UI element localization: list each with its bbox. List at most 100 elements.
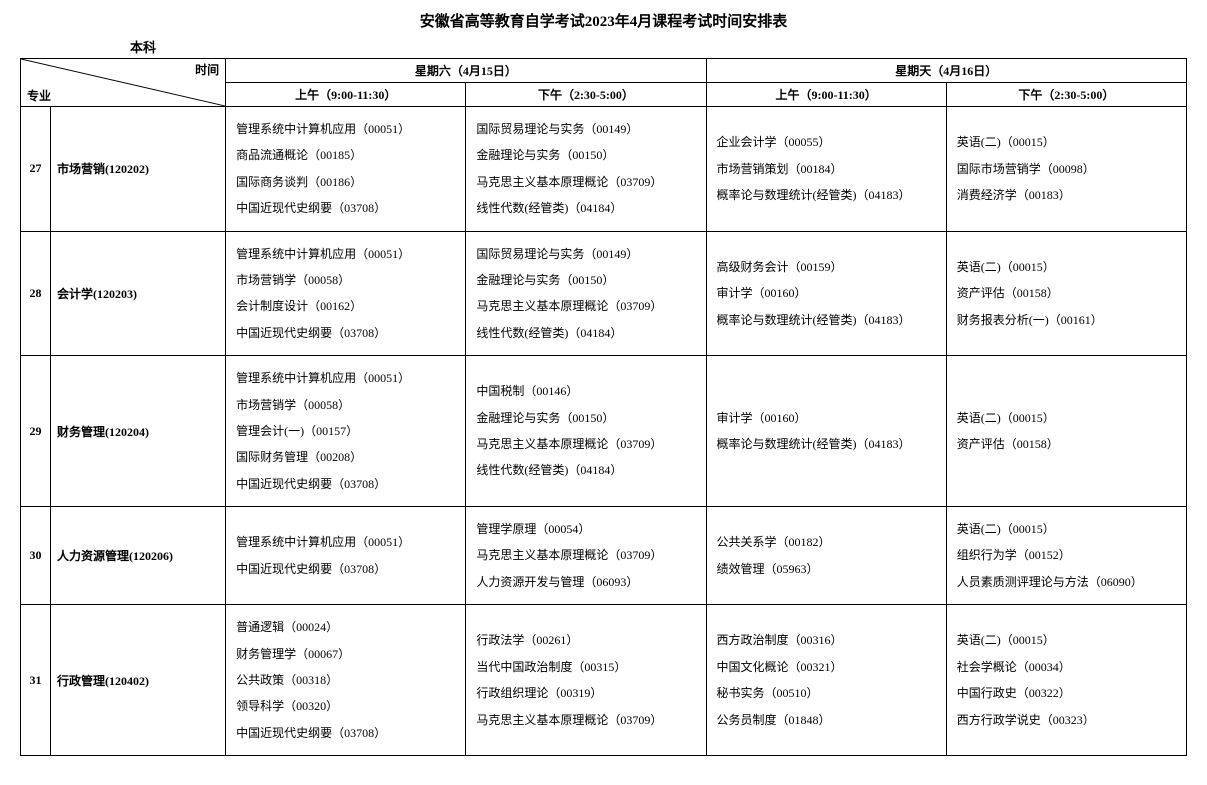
header-major-label: 专业 [27, 87, 51, 104]
course-item: 企业会计学（00055） [717, 129, 936, 155]
course-list: 西方政治制度（00316）中国文化概论（00321）秘书实务（00510）公务员… [713, 621, 940, 739]
row-major: 市场营销(120202) [51, 107, 226, 232]
course-item: 中国近现代史纲要（03708） [236, 556, 455, 582]
course-item: 中国近现代史纲要（03708） [236, 720, 455, 746]
course-item: 审计学（00160） [717, 280, 936, 306]
course-cell: 英语(二)（00015）资产评估（00158） [946, 356, 1186, 507]
course-cell: 英语(二)（00015）资产评估（00158）财务报表分析(一)（00161） [946, 231, 1186, 356]
course-item: 绩效管理（05963） [717, 556, 936, 582]
course-item: 中国税制（00146） [476, 378, 695, 404]
course-item: 金融理论与实务（00150） [476, 405, 695, 431]
course-item: 西方行政学说史（00323） [957, 707, 1176, 733]
course-item: 秘书实务（00510） [717, 680, 936, 706]
header-sun-am: 上午（9:00-11:30） [706, 83, 946, 107]
course-item: 马克思主义基本原理概论（03709） [476, 293, 695, 319]
course-item: 中国近现代史纲要（03708） [236, 320, 455, 346]
course-item: 概率论与数理统计(经管类)（04183） [717, 431, 936, 457]
table-row: 30人力资源管理(120206)管理系统中计算机应用（00051）中国近现代史纲… [21, 507, 1187, 605]
course-item: 中国文化概论（00321） [717, 654, 936, 680]
table-body: 27市场营销(120202)管理系统中计算机应用（00051）商品流通概论（00… [21, 107, 1187, 756]
course-item: 英语(二)（00015） [957, 129, 1176, 155]
course-item: 英语(二)（00015） [957, 516, 1176, 542]
course-cell: 高级财务会计（00159）审计学（00160）概率论与数理统计(经管类)（041… [706, 231, 946, 356]
course-cell: 国际贸易理论与实务（00149）金融理论与实务（00150）马克思主义基本原理概… [466, 107, 706, 232]
course-list: 企业会计学（00055）市场营销策划（00184）概率论与数理统计(经管类)（0… [713, 123, 940, 214]
course-list: 英语(二)（00015）社会学概论（00034）中国行政史（00322）西方行政… [953, 621, 1180, 739]
course-item: 商品流通概论（00185） [236, 142, 455, 168]
row-number: 30 [21, 507, 51, 605]
course-item: 审计学（00160） [717, 405, 936, 431]
course-item: 线性代数(经管类)（04184） [476, 320, 695, 346]
course-list: 英语(二)（00015）组织行为学（00152）人员素质测评理论与方法（0609… [953, 510, 1180, 601]
table-header: 专业 时间 星期六（4月15日） 星期天（4月16日） 上午（9:00-11:3… [21, 59, 1187, 107]
course-item: 领导科学（00320） [236, 693, 455, 719]
course-item: 市场营销学（00058） [236, 267, 455, 293]
course-list: 英语(二)（00015）资产评估（00158）财务报表分析(一)（00161） [953, 248, 1180, 339]
course-item: 市场营销学（00058） [236, 392, 455, 418]
course-item: 资产评估（00158） [957, 280, 1176, 306]
course-item: 西方政治制度（00316） [717, 627, 936, 653]
course-cell: 西方政治制度（00316）中国文化概论（00321）秘书实务（00510）公务员… [706, 605, 946, 756]
course-item: 公共政策（00318） [236, 667, 455, 693]
course-item: 人员素质测评理论与方法（06090） [957, 569, 1176, 595]
course-item: 马克思主义基本原理概论（03709） [476, 542, 695, 568]
course-item: 行政法学（00261） [476, 627, 695, 653]
course-item: 普通逻辑（00024） [236, 614, 455, 640]
course-cell: 中国税制（00146）金融理论与实务（00150）马克思主义基本原理概论（037… [466, 356, 706, 507]
course-item: 管理系统中计算机应用（00051） [236, 529, 455, 555]
course-item: 概率论与数理统计(经管类)（04183） [717, 307, 936, 333]
course-item: 资产评估（00158） [957, 431, 1176, 457]
course-item: 当代中国政治制度（00315） [476, 654, 695, 680]
row-major: 会计学(120203) [51, 231, 226, 356]
course-item: 中国近现代史纲要（03708） [236, 195, 455, 221]
course-list: 国际贸易理论与实务（00149）金融理论与实务（00150）马克思主义基本原理概… [472, 110, 699, 228]
course-item: 国际贸易理论与实务（00149） [476, 241, 695, 267]
course-item: 管理学原理（00054） [476, 516, 695, 542]
header-time-label: 时间 [195, 61, 219, 78]
table-row: 27市场营销(120202)管理系统中计算机应用（00051）商品流通概论（00… [21, 107, 1187, 232]
course-item: 社会学概论（00034） [957, 654, 1176, 680]
row-major: 行政管理(120402) [51, 605, 226, 756]
course-item: 行政组织理论（00319） [476, 680, 695, 706]
course-cell: 管理系统中计算机应用（00051）中国近现代史纲要（03708） [226, 507, 466, 605]
course-list: 英语(二)（00015）资产评估（00158） [953, 399, 1180, 464]
course-item: 国际财务管理（00208） [236, 444, 455, 470]
course-item: 国际市场营销学（00098） [957, 156, 1176, 182]
course-item: 国际商务谈判（00186） [236, 169, 455, 195]
course-list: 行政法学（00261）当代中国政治制度（00315）行政组织理论（00319）马… [472, 621, 699, 739]
course-item: 公务员制度（01848） [717, 707, 936, 733]
course-item: 英语(二)（00015） [957, 405, 1176, 431]
header-sat-pm: 下午（2:30-5:00） [466, 83, 706, 107]
course-item: 概率论与数理统计(经管类)（04183） [717, 182, 936, 208]
course-cell: 国际贸易理论与实务（00149）金融理论与实务（00150）马克思主义基本原理概… [466, 231, 706, 356]
course-cell: 普通逻辑（00024）财务管理学（00067）公共政策（00318）领导科学（0… [226, 605, 466, 756]
course-item: 英语(二)（00015） [957, 254, 1176, 280]
course-cell: 行政法学（00261）当代中国政治制度（00315）行政组织理论（00319）马… [466, 605, 706, 756]
course-list: 普通逻辑（00024）财务管理学（00067）公共政策（00318）领导科学（0… [232, 608, 459, 752]
course-list: 管理系统中计算机应用（00051）市场营销学（00058）管理会计(一)（001… [232, 359, 459, 503]
course-list: 审计学（00160）概率论与数理统计(经管类)（04183） [713, 399, 940, 464]
course-item: 市场营销策划（00184） [717, 156, 936, 182]
row-major: 人力资源管理(120206) [51, 507, 226, 605]
course-item: 管理系统中计算机应用（00051） [236, 365, 455, 391]
course-list: 公共关系学（00182）绩效管理（05963） [713, 523, 940, 588]
row-number: 29 [21, 356, 51, 507]
row-number: 28 [21, 231, 51, 356]
course-item: 线性代数(经管类)（04184） [476, 457, 695, 483]
course-item: 管理系统中计算机应用（00051） [236, 116, 455, 142]
course-list: 管理系统中计算机应用（00051）中国近现代史纲要（03708） [232, 523, 459, 588]
course-item: 马克思主义基本原理概论（03709） [476, 431, 695, 457]
header-day-sun: 星期天（4月16日） [706, 59, 1186, 83]
table-row: 28会计学(120203)管理系统中计算机应用（00051）市场营销学（0005… [21, 231, 1187, 356]
page-title: 安徽省高等教育自学考试2023年4月课程考试时间安排表 [20, 10, 1187, 31]
course-item: 管理会计(一)（00157） [236, 418, 455, 444]
course-item: 会计制度设计（00162） [236, 293, 455, 319]
course-cell: 企业会计学（00055）市场营销策划（00184）概率论与数理统计(经管类)（0… [706, 107, 946, 232]
course-item: 马克思主义基本原理概论（03709） [476, 169, 695, 195]
course-list: 管理系统中计算机应用（00051）商品流通概论（00185）国际商务谈判（001… [232, 110, 459, 228]
course-item: 英语(二)（00015） [957, 627, 1176, 653]
header-sat-am: 上午（9:00-11:30） [226, 83, 466, 107]
course-item: 线性代数(经管类)（04184） [476, 195, 695, 221]
table-row: 29财务管理(120204)管理系统中计算机应用（00051）市场营销学（000… [21, 356, 1187, 507]
course-cell: 英语(二)（00015）组织行为学（00152）人员素质测评理论与方法（0609… [946, 507, 1186, 605]
